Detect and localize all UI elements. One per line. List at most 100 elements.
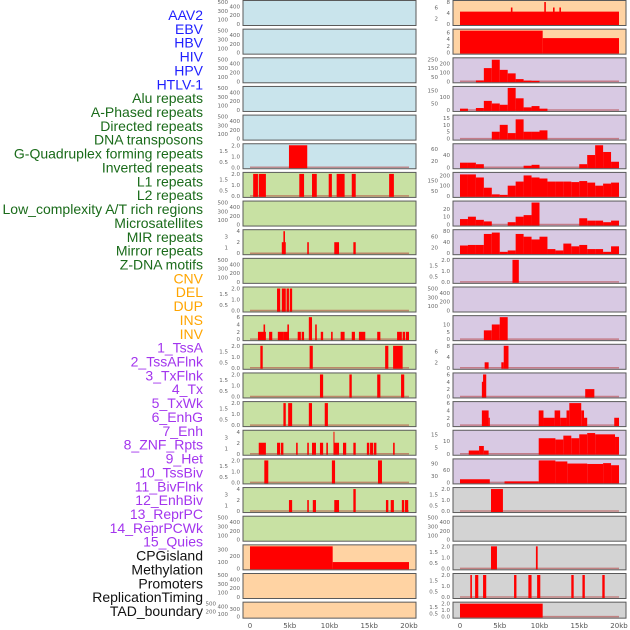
signal-bar	[595, 145, 604, 169]
signal-bar	[467, 174, 476, 197]
y-tick-label: 400	[230, 262, 241, 268]
y-tick-label: 100	[428, 304, 439, 310]
signal-bar	[288, 145, 308, 169]
track-label: Directed repeats	[100, 118, 203, 134]
panel-background	[453, 258, 626, 284]
signal-bar	[340, 331, 345, 341]
panel-border	[242, 85, 417, 112]
y-tick-label: 2.0	[231, 172, 240, 178]
signal-bar	[258, 173, 266, 197]
signal-bar	[535, 546, 538, 570]
signal-bar	[334, 242, 340, 255]
track-label: TAD_boundary	[110, 603, 203, 619]
signal-bar	[615, 436, 619, 455]
panel-border	[242, 343, 417, 370]
track-label: HTLV-1	[157, 76, 204, 92]
y-tick-label: 2.0	[231, 143, 240, 149]
signal-bar	[579, 244, 588, 255]
signal-bar	[603, 222, 612, 226]
signal-bar	[468, 450, 480, 455]
y-tick-label: 0.0	[231, 423, 240, 429]
y-tick-label: 100	[218, 591, 229, 597]
signal-bar	[250, 546, 333, 570]
y-tick-label: 0	[447, 538, 451, 544]
signal-bar	[543, 417, 555, 427]
y-tick-label: 60	[431, 235, 438, 241]
signal-bar	[301, 331, 305, 341]
signal-bar	[312, 500, 316, 513]
signal-bar	[328, 173, 332, 197]
y-tick-label: 1.5	[219, 378, 228, 384]
y-tick-label: 2.0	[231, 344, 240, 350]
signal-bar	[587, 220, 596, 226]
track-panel: 0 20 40 60	[431, 143, 627, 171]
x-tick-label: 0	[248, 622, 252, 630]
signal-bar	[283, 231, 285, 255]
y-tick-label: 1.5	[429, 263, 438, 269]
track-label: 8_ZNF_Rpts	[124, 437, 203, 453]
y-tick-label: 0	[237, 509, 241, 515]
signal-bar	[467, 216, 476, 226]
signal-bar	[377, 331, 381, 341]
y-tick-label: 100	[218, 612, 229, 618]
signal-bar	[296, 442, 298, 455]
y-tick-label: 0.5	[219, 475, 228, 481]
y-tick-label: 0.0	[231, 165, 240, 171]
signal-bar	[579, 434, 588, 455]
signal-bar	[460, 108, 468, 111]
track-panel: 0.00.51.01.52.0	[219, 372, 417, 400]
y-tick-label: 0	[237, 337, 241, 343]
track-panel: 0.00.51.01.52.0	[219, 343, 417, 372]
signal-bar	[460, 174, 468, 197]
y-tick-label: 300	[218, 123, 229, 129]
signal-bar	[523, 131, 532, 140]
signal-bar	[385, 345, 389, 369]
signal-bar	[515, 233, 524, 255]
signal-bar	[587, 182, 596, 197]
signal-bar	[584, 417, 588, 427]
y-tick-label: 1	[225, 504, 229, 510]
y-tick-label: 400	[230, 90, 241, 96]
y-tick-label: 0	[447, 79, 451, 85]
y-tick-label: 400	[440, 520, 451, 526]
signal-bar	[507, 133, 516, 140]
panel-border	[242, 487, 417, 514]
y-tick-label: 1.0	[441, 608, 450, 614]
y-tick-label: 200	[230, 586, 241, 592]
track-panel: 0 30 60 90	[431, 458, 627, 486]
panel-background	[453, 544, 626, 570]
track-label: EBV	[175, 21, 204, 37]
y-tick-label: 20	[431, 246, 438, 252]
track-panel: 0 10 20	[443, 200, 627, 229]
signal-bar	[467, 162, 476, 169]
signal-bar	[537, 575, 541, 598]
signal-bar	[289, 288, 293, 312]
y-tick-label: 1	[225, 246, 229, 252]
y-tick-label: 0	[237, 137, 241, 143]
signal-bar	[523, 175, 532, 197]
panel-border	[452, 372, 627, 399]
signal-bar	[287, 324, 289, 341]
panel-border	[242, 57, 417, 84]
y-tick-label: 500	[218, 86, 229, 92]
signal-bar	[499, 251, 508, 255]
y-tick-label: 0	[447, 22, 451, 28]
y-tick-label: 1.0	[441, 498, 450, 504]
track-label: 15_Quies	[143, 534, 203, 550]
y-tick-label: 6	[237, 315, 241, 321]
signal-bar	[308, 317, 313, 341]
panel-background	[453, 487, 626, 513]
signal-bar	[579, 218, 588, 226]
signal-bar	[475, 177, 484, 197]
panel-background	[243, 516, 416, 542]
y-tick-label: 100	[218, 132, 229, 138]
signal-bar	[523, 236, 532, 255]
y-tick-label: 8	[447, 344, 451, 350]
y-tick-label: 3	[225, 435, 229, 441]
signal-bar	[283, 403, 286, 427]
y-tick-label: 2	[237, 498, 241, 504]
signal-bar	[512, 259, 519, 283]
track-panel: 0.00.51.01.52.0	[429, 601, 627, 621]
